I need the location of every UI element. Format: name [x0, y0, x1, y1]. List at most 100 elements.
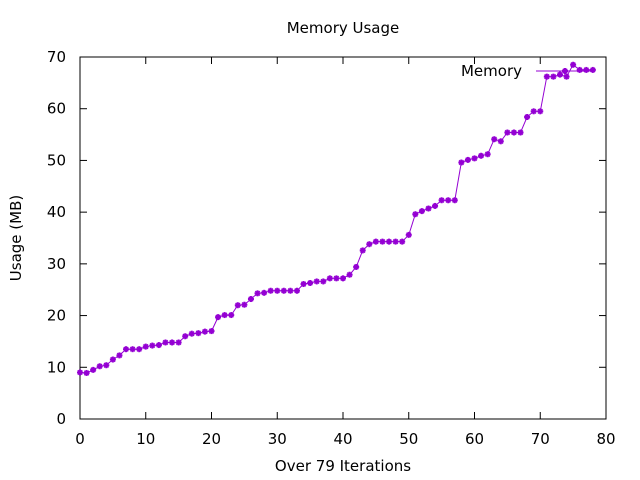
x-tick-label: 0: [75, 430, 85, 448]
data-point: [379, 238, 386, 245]
data-point: [504, 129, 511, 136]
data-point: [537, 108, 544, 115]
data-point: [412, 211, 419, 218]
data-point: [333, 275, 340, 282]
data-point: [129, 346, 136, 353]
data-point: [188, 330, 195, 337]
x-tick-label: 10: [136, 430, 155, 448]
legend-marker: [562, 68, 568, 74]
data-point: [556, 71, 563, 78]
data-point: [90, 366, 97, 373]
y-tick-label: 40: [47, 203, 66, 221]
data-point: [497, 138, 504, 145]
series-line: [79, 64, 593, 374]
data-point: [340, 275, 346, 282]
data-point: [280, 287, 287, 294]
x-tick-label: 20: [202, 430, 221, 448]
y-tick-label: 0: [56, 410, 66, 428]
x-axis: 0 10 20 30 40 50 60 70 80: [75, 57, 616, 448]
data-point: [326, 275, 333, 282]
data-point: [123, 346, 130, 353]
data-point: [589, 66, 596, 73]
data-point: [563, 73, 570, 80]
x-tick-label: 40: [333, 430, 352, 448]
data-point: [530, 108, 537, 115]
legend-label-memory: Memory: [461, 62, 522, 80]
data-point: [543, 73, 550, 80]
data-point: [162, 339, 169, 346]
data-point: [215, 314, 222, 321]
data-point: [300, 281, 307, 288]
data-point: [247, 296, 254, 303]
data-point: [550, 73, 557, 80]
data-point: [399, 238, 406, 245]
data-point: [116, 352, 123, 359]
data-point: [228, 312, 235, 319]
x-tick-label: 60: [465, 430, 484, 448]
x-tick-label: 80: [596, 430, 615, 448]
chart-title: Memory Usage: [287, 19, 400, 37]
data-point: [274, 287, 281, 294]
data-point: [471, 155, 478, 162]
data-point: [261, 289, 268, 296]
data-point: [451, 197, 458, 204]
data-point: [175, 339, 182, 346]
data-point: [96, 363, 103, 370]
data-point: [241, 301, 248, 308]
data-point: [576, 66, 583, 73]
data-point: [438, 197, 445, 204]
x-tick-label: 50: [399, 430, 418, 448]
data-point: [583, 66, 590, 73]
data-point: [386, 238, 393, 245]
y-tick-label: 50: [47, 151, 66, 169]
y-tick-label: 70: [47, 48, 66, 66]
data-point: [359, 247, 366, 254]
data-point: [293, 287, 300, 294]
data-point: [142, 343, 149, 350]
data-point: [346, 271, 353, 278]
plot-frame: [79, 56, 607, 420]
data-point: [510, 129, 517, 136]
data-point: [432, 202, 439, 209]
data-point: [77, 369, 83, 376]
y-axis-title: Usage (MB): [7, 195, 25, 281]
data-point: [372, 238, 379, 245]
data-point: [208, 328, 215, 335]
data-point: [445, 197, 452, 204]
data-point: [201, 328, 208, 335]
data-point: [491, 136, 498, 143]
y-tick-label: 10: [47, 358, 66, 376]
data-point: [221, 312, 228, 319]
data-point: [458, 159, 465, 166]
y-tick-label: 60: [47, 100, 66, 118]
legend: Memory: [461, 62, 594, 80]
data-point: [169, 339, 176, 346]
data-point: [405, 231, 412, 238]
data-point: [418, 208, 425, 215]
data-point: [320, 278, 327, 285]
data-point: [524, 113, 531, 120]
x-tick-label: 30: [268, 430, 287, 448]
data-point: [517, 129, 524, 136]
data-point: [136, 346, 143, 353]
data-point: [570, 61, 577, 68]
data-point: [182, 333, 189, 340]
data-point: [195, 330, 202, 337]
data-point: [267, 287, 274, 294]
x-axis-title: Over 79 Iterations: [275, 457, 411, 475]
data-point: [313, 278, 320, 285]
data-point: [109, 356, 116, 363]
x-tick-label: 70: [531, 430, 550, 448]
data-point: [425, 205, 432, 212]
data-point: [287, 287, 294, 294]
data-point: [149, 342, 156, 349]
data-point: [484, 151, 491, 158]
data-point: [392, 238, 399, 245]
y-tick-label: 20: [47, 307, 66, 325]
data-point: [254, 290, 261, 297]
data-point: [353, 263, 360, 270]
data-point: [155, 342, 162, 349]
data-point: [103, 362, 110, 369]
data-point: [478, 152, 485, 159]
